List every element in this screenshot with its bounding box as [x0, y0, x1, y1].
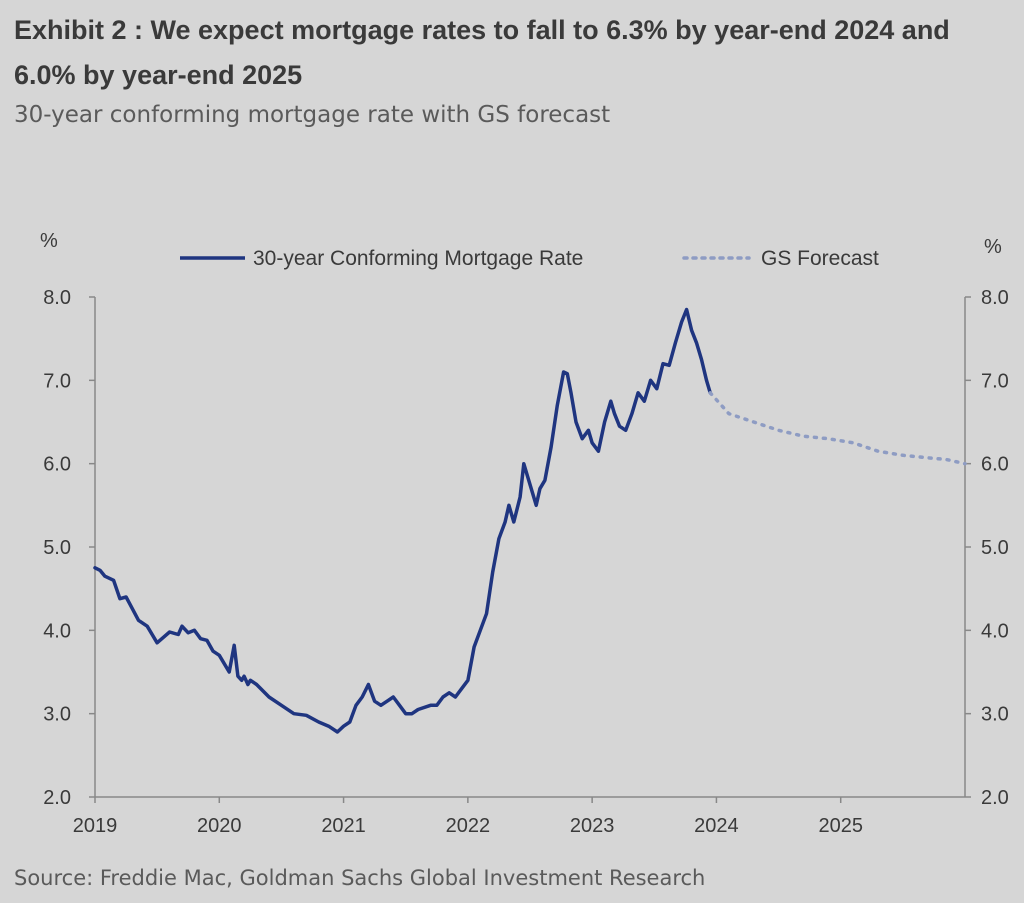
y-tick-label-right: 5.0	[981, 537, 1009, 559]
y-axis-unit-right: %	[984, 236, 1002, 258]
series-line-forecast	[708, 391, 967, 466]
y-tick-label-left: 8.0	[43, 287, 71, 309]
y-tick-label-left: 3.0	[43, 704, 71, 726]
y-tick-label-right: 6.0	[981, 454, 1009, 476]
series-line-actual	[93, 307, 712, 734]
legend-label-forecast: GS Forecast	[761, 247, 879, 270]
y-tick-label-left: 5.0	[43, 537, 71, 559]
x-tick-label: 2019	[73, 815, 118, 837]
x-tick-label: 2020	[197, 815, 242, 837]
source-note: Source: Freddie Mac, Goldman Sachs Globa…	[14, 866, 706, 890]
y-tick-label-left: 7.0	[43, 370, 71, 392]
x-tick-label: 2022	[446, 815, 491, 837]
y-axis-unit-left: %	[40, 230, 58, 252]
y-tick-label-right: 3.0	[981, 704, 1009, 726]
chart-subtitle: 30-year conforming mortgage rate with GS…	[14, 102, 611, 128]
chart-axes: 2.0 2.0 3.0 3.0 4.0 4.0 5.0 5.0 6.0 6.0 7.0 7.0 8.0 8…	[40, 230, 1009, 837]
y-tick-label-left: 2.0	[43, 787, 71, 809]
y-tick-label-left: 6.0	[43, 454, 71, 476]
y-tick-label-right: 8.0	[981, 287, 1009, 309]
y-tick-label-right: 2.0	[981, 787, 1009, 809]
chart-series	[93, 307, 967, 734]
x-tick-label: 2023	[570, 815, 615, 837]
x-tick-label: 2021	[321, 815, 366, 837]
y-tick-label-left: 4.0	[43, 620, 71, 642]
legend-label-actual: 30-year Conforming Mortgage Rate	[253, 247, 583, 270]
x-tick-label: 2025	[818, 815, 863, 837]
y-tick-label-right: 4.0	[981, 620, 1009, 642]
x-tick-label: 2024	[694, 815, 739, 837]
chart-title: Exhibit 2 : We expect mortgage rates to …	[14, 15, 950, 90]
chart-legend: 30-year Conforming Mortgage Rate GS Forec…	[180, 247, 879, 270]
y-tick-label-right: 7.0	[981, 370, 1009, 392]
line-chart: 2.0 2.0 3.0 3.0 4.0 4.0 5.0 5.0 6.0 6.0 7.0 7.0 8.0 8…	[40, 230, 1009, 837]
